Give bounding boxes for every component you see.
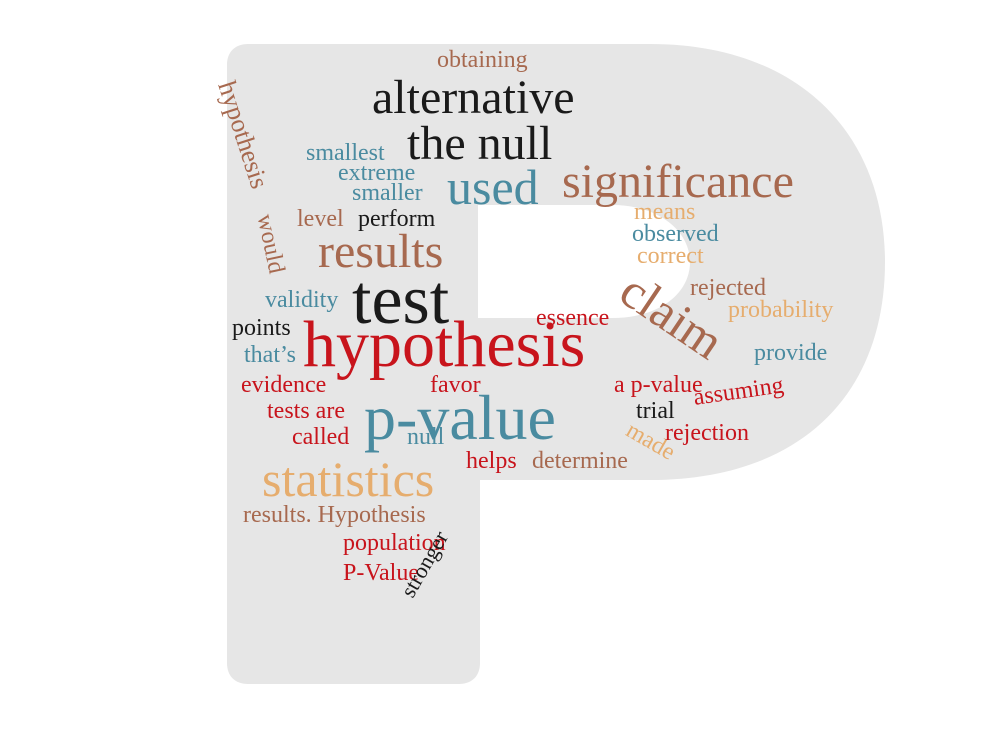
word-observed: observed [632,221,719,247]
word-perform: perform [358,206,436,232]
word-the-null: the null [407,117,553,170]
word-population: population [343,530,446,556]
word-hypothesis-main: hypothesis [303,308,586,381]
word-thats: that’s [244,342,296,368]
word-called: called [292,424,350,450]
word-correct: correct [637,243,704,269]
word-smallest: smallest [306,140,385,166]
word-favor: favor [430,372,481,398]
word-significance: significance [562,155,794,208]
word-rejected: rejected [690,275,766,301]
word-helps: helps [466,448,517,474]
p-letter-fill [227,44,885,684]
word-p-value-caps: P-Value [343,560,419,586]
word-rejection: rejection [665,420,749,446]
word-test: test [352,262,450,339]
word-statistics: statistics [262,451,435,507]
word-tests-are: tests are [267,398,345,424]
word-a-p-value: a p-value [614,372,703,398]
word-trial: trial [636,398,675,424]
word-used: used [447,159,539,215]
word-points: points [232,315,291,341]
word-probability: probability [728,297,834,323]
word-determine: determine [532,448,628,474]
word-level: level [297,206,344,232]
word-obtaining: obtaining [437,47,528,73]
word-alternative: alternative [372,71,575,124]
word-p-value: p-value [364,382,556,453]
word-smaller: smaller [352,180,423,206]
word-essence: essence [536,305,610,331]
word-evidence: evidence [241,372,327,398]
word-validity: validity [265,287,339,313]
word-provide: provide [754,340,828,366]
word-extreme: extreme [338,160,416,186]
word-results: results [318,225,444,278]
word-null: null [407,424,445,450]
word-means: means [634,199,696,225]
word-results-hypothesis: results. Hypothesis [243,502,426,528]
